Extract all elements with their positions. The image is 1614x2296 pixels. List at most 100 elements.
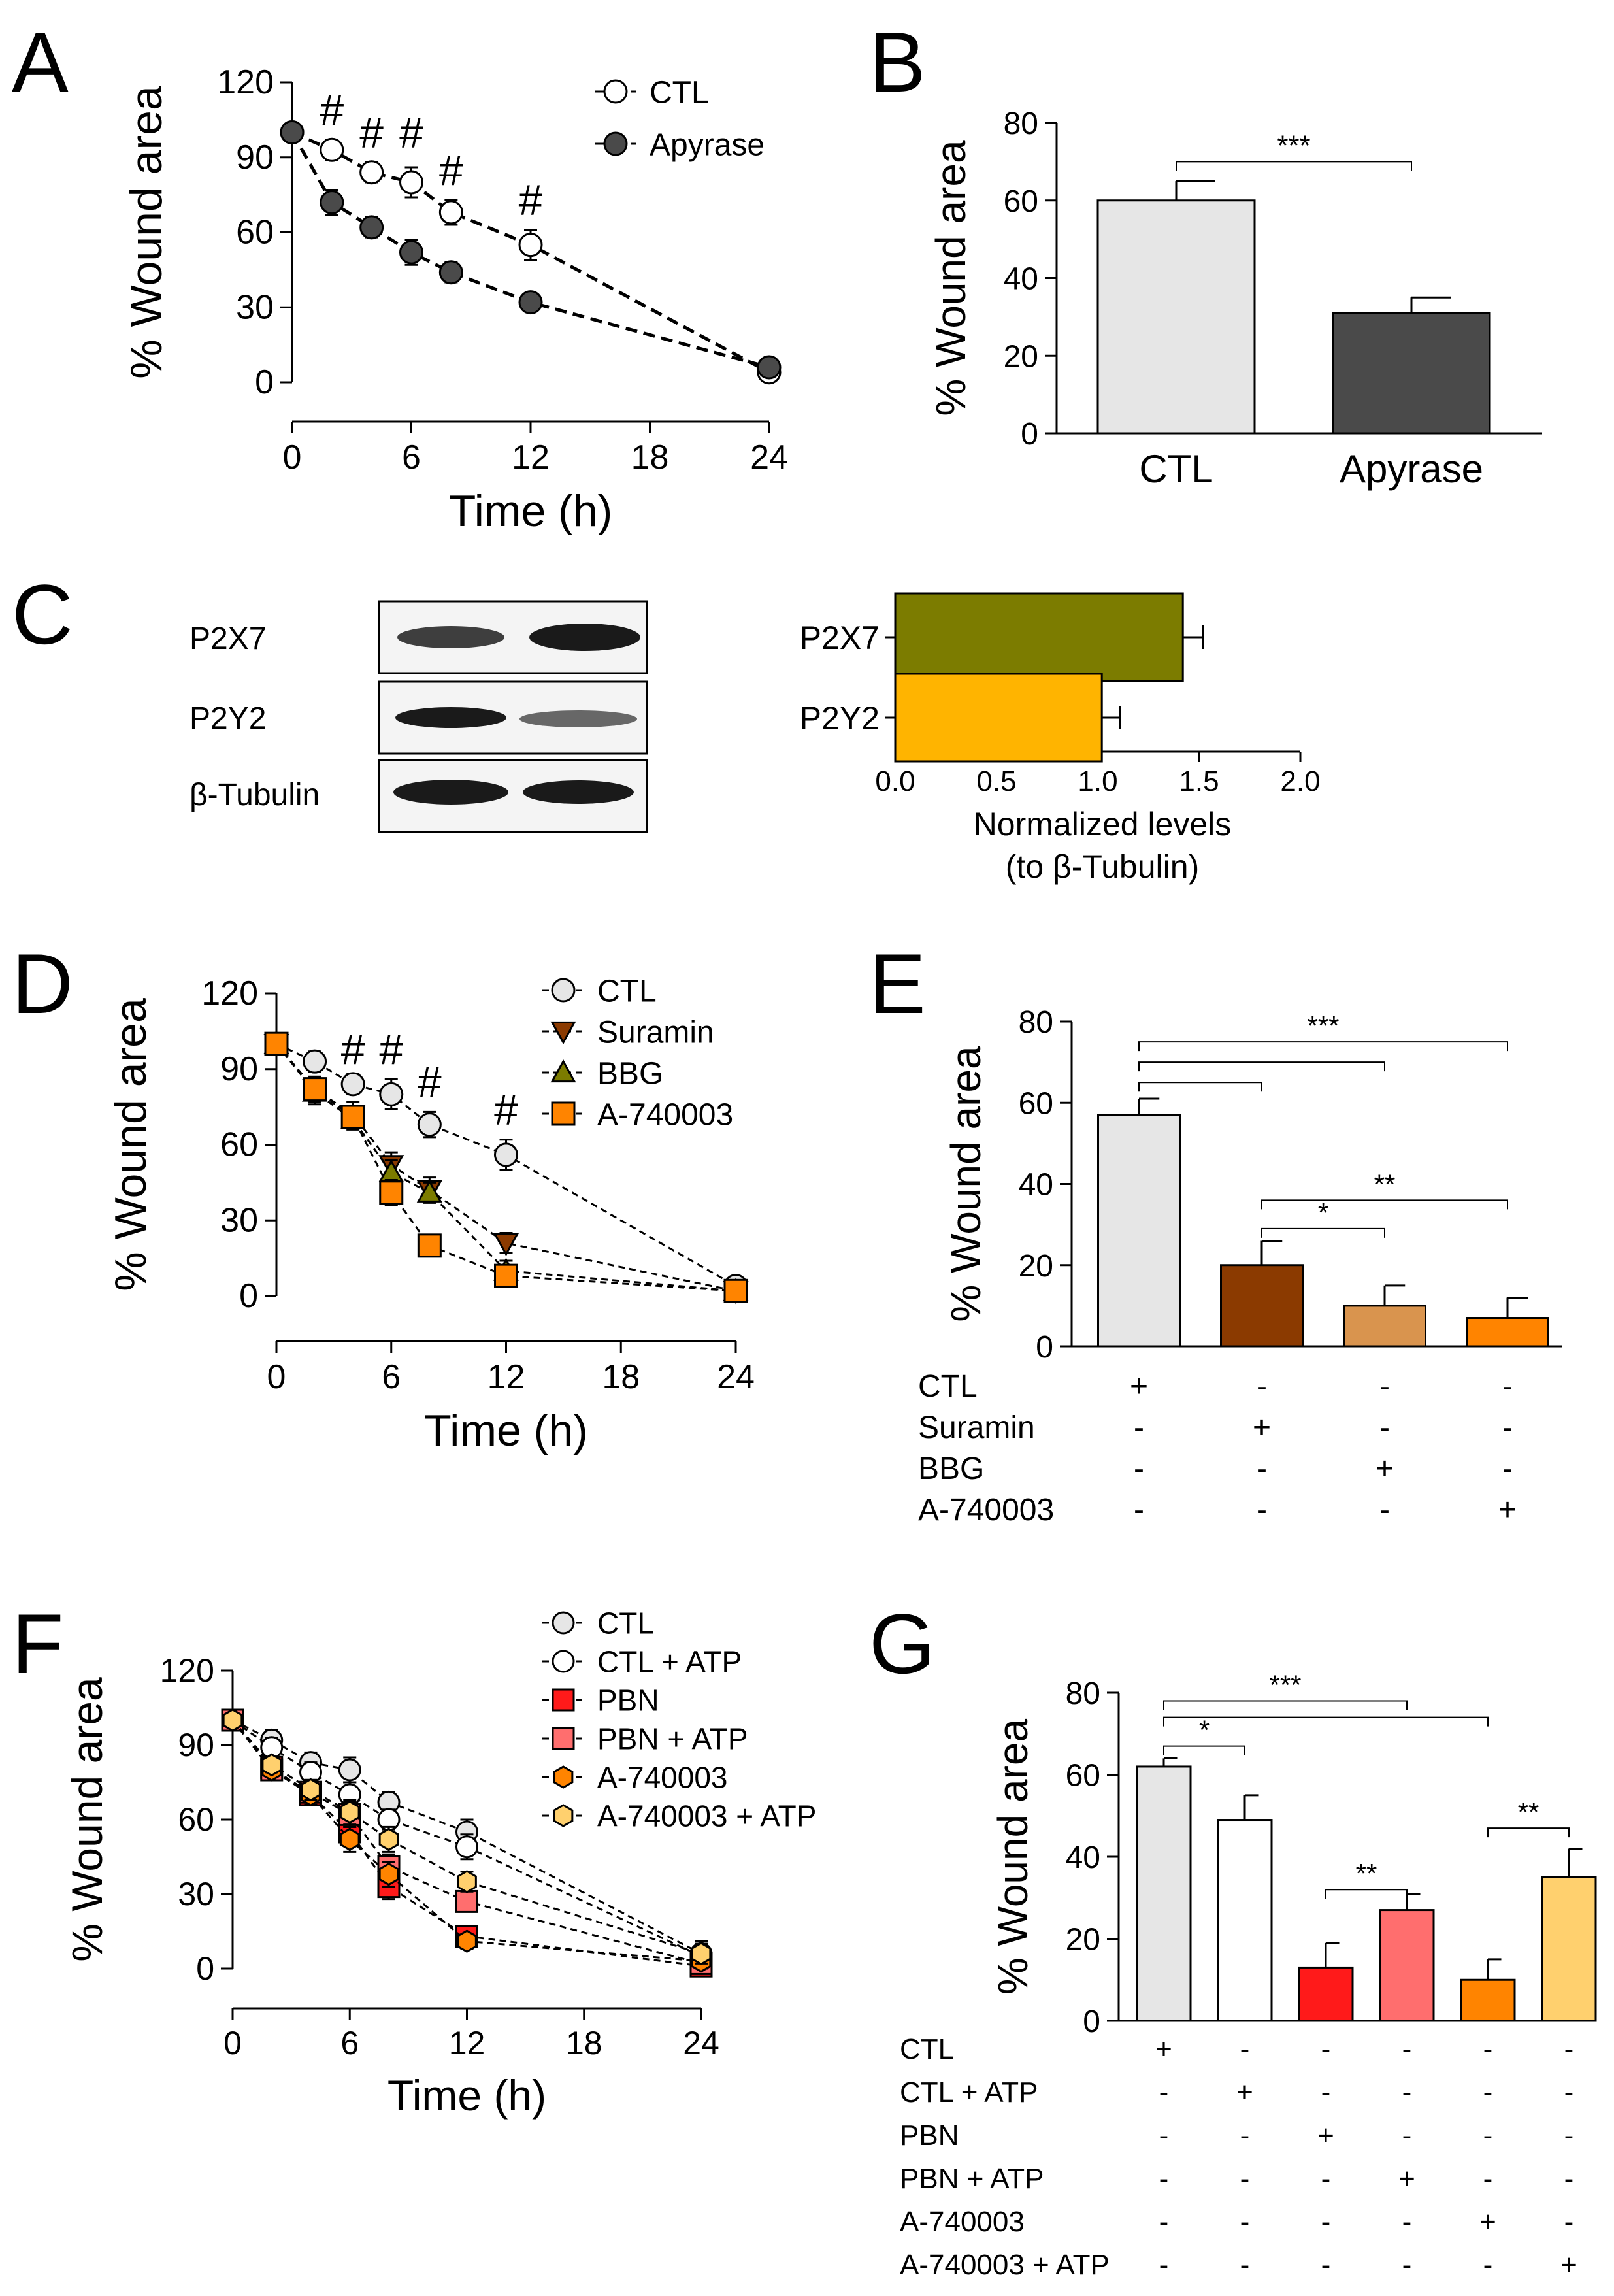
significance-bracket (1163, 1716, 1489, 1727)
data-point (417, 1233, 442, 1258)
y-axis-title: % Wound area (63, 1677, 111, 1962)
legend-marker (551, 1101, 576, 1126)
bar (894, 592, 1184, 682)
data-point (303, 1049, 327, 1074)
treatment-sign: - (1379, 1410, 1390, 1445)
x-category-label: CTL (1139, 447, 1213, 491)
bar (1096, 199, 1256, 435)
treatment-sign: - (1564, 2120, 1574, 2152)
legend-label: Apyrase (650, 127, 765, 162)
data-point (723, 1278, 748, 1303)
significance-hash: # (418, 1057, 442, 1106)
y-axis-title: % Wound area (989, 1719, 1036, 1995)
legend-marker (603, 131, 628, 156)
x-tick-label: 1.5 (1179, 765, 1219, 797)
bar (1466, 1317, 1549, 1348)
significance-bracket (1163, 1745, 1245, 1755)
blot-band (529, 624, 640, 651)
treatment-sign: - (1483, 2249, 1493, 2281)
treatment-sign: - (1321, 2163, 1331, 2195)
data-point (339, 1827, 360, 1852)
data-point (261, 1753, 282, 1777)
y-axis-title: % Wound area (122, 86, 171, 379)
data-point (222, 1708, 243, 1732)
x-tick-label: 24 (750, 439, 788, 476)
data-point (416, 1179, 442, 1203)
panel-label-a: A (12, 14, 69, 110)
treatment-sign: + (1317, 2120, 1334, 2152)
panel-c-hbar-chart: 0.0 0.5 1.0 1.5 2.0 P2X7 P2Y2 Normalized levels… (800, 592, 1321, 885)
x-tick-label: 12 (449, 2025, 486, 2061)
legend-label: A-740003 (597, 1761, 728, 1795)
legend-marker (553, 1804, 574, 1827)
treatment-sign: + (1155, 2033, 1172, 2065)
bar (1460, 1978, 1516, 2022)
significance-hash: # (379, 1025, 403, 1073)
blot-label-beta-tubulin: β-Tubulin (189, 778, 320, 812)
y-tick-label: 30 (178, 1876, 214, 1912)
x-tick-label: 0 (223, 2025, 242, 2061)
y-category-label: P2Y2 (800, 700, 880, 737)
x-tick-label: 0.5 (976, 765, 1016, 797)
treatment-sign: - (1402, 2033, 1412, 2065)
data-point (399, 240, 423, 265)
data-point (378, 1827, 399, 1852)
treatment-sign: - (1483, 2163, 1493, 2195)
treatment-sign: - (1159, 2120, 1169, 2152)
blot-band (395, 707, 506, 728)
treatment-sign: - (1502, 1410, 1513, 1445)
bar (1541, 1876, 1597, 2022)
treatment-sign: - (1502, 1452, 1513, 1486)
y-tick-label: 0 (1021, 417, 1038, 452)
significance-bracket (1261, 1227, 1385, 1238)
y-tick-label: 0 (239, 1277, 258, 1315)
treatment-sign: + (1498, 1493, 1517, 1527)
x-tick-label: 6 (382, 1358, 401, 1396)
treatment-sign: - (1379, 1369, 1390, 1404)
y-tick-label: 0 (255, 363, 274, 401)
treatment-row-label: CTL + ATP (900, 2076, 1038, 2108)
significance-stars: ** (1374, 1169, 1396, 1199)
legend-marker (552, 1727, 575, 1750)
treatment-sign: - (1483, 2033, 1493, 2065)
treatment-sign: + (1398, 2163, 1415, 2195)
panel-label-d: D (12, 936, 73, 1031)
x-axis-subtitle: (to β-Tubulin) (1006, 848, 1199, 885)
x-tick-label: 18 (631, 439, 669, 476)
data-point (494, 1263, 518, 1288)
blot-label-p2y2: P2Y2 (189, 701, 266, 736)
y-tick-label: 90 (220, 1050, 258, 1088)
y-tick-label: 0 (1083, 2005, 1100, 2039)
treatment-sign: - (1483, 2120, 1493, 2152)
bar (1136, 1765, 1192, 2022)
y-tick-label: 80 (1019, 1005, 1053, 1040)
legend-label: PBN + ATP (597, 1722, 748, 1756)
data-point (280, 120, 305, 144)
treatment-sign: - (1564, 2163, 1574, 2195)
significance-hash: # (359, 108, 384, 156)
data-point (457, 1929, 477, 1953)
y-tick-label: 60 (220, 1126, 258, 1164)
treatment-sign: + (1375, 1452, 1394, 1486)
x-tick-label: 0.0 (875, 765, 915, 797)
treatment-row-label: A-740003 + ATP (900, 2249, 1110, 2281)
legend-marker (552, 1688, 575, 1712)
data-point (757, 355, 782, 380)
significance-bracket (1138, 1061, 1385, 1072)
y-tick-label: 30 (220, 1201, 258, 1239)
y-tick-label: 60 (1066, 1759, 1100, 1793)
significance-hash: # (494, 1086, 518, 1134)
y-axis-title: % Wound area (927, 140, 974, 416)
y-tick-label: 90 (236, 139, 274, 176)
y-tick-label: 120 (160, 1652, 214, 1689)
y-tick-label: 60 (178, 1801, 214, 1838)
y-category-label: P2X7 (800, 620, 880, 656)
treatment-row-label: Suramin (918, 1410, 1035, 1445)
western-blot: P2X7 P2Y2 β-Tubulin (189, 600, 648, 833)
blot-label-p2x7: P2X7 (189, 622, 266, 656)
legend-marker (603, 79, 628, 104)
data-point (417, 1112, 442, 1137)
treatment-sign: - (1402, 2249, 1412, 2281)
bar (1220, 1264, 1304, 1348)
